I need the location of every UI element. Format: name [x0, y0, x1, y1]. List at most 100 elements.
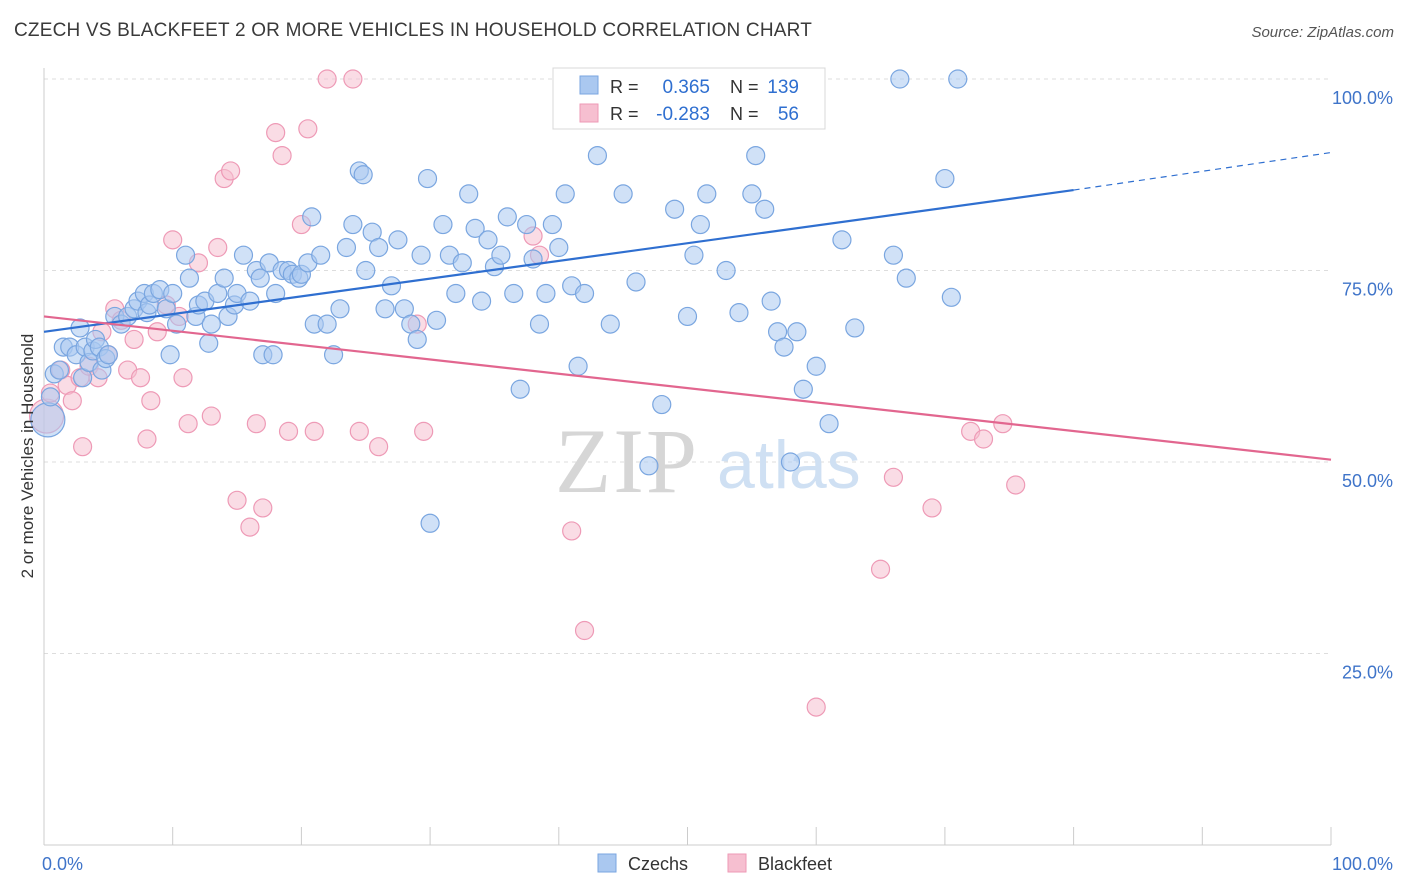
czech-point — [542, 214, 562, 235]
czech-n-label: N = — [730, 77, 759, 97]
y-tick-labels: 25.0% 50.0% 75.0% 100.0% — [1332, 88, 1393, 683]
czech-point — [40, 387, 61, 407]
blackfeet-r-label: R = — [610, 104, 639, 124]
czech-point — [214, 268, 234, 288]
blackfeet-r-value: -0.283 — [656, 104, 710, 125]
czech-point — [302, 207, 322, 227]
blackfeet-point — [240, 517, 260, 537]
y-tick-label: 100.0% — [1332, 88, 1393, 108]
blackfeet-point — [414, 421, 434, 441]
czech-point — [568, 356, 588, 376]
blackfeet-point — [73, 437, 93, 457]
blackfeet-point — [173, 368, 193, 388]
czech-point — [890, 69, 910, 89]
blackfeet-point — [227, 490, 247, 510]
czech-point — [240, 291, 260, 311]
czech-point — [896, 268, 916, 288]
czech-r-label: R = — [610, 77, 639, 97]
czech-point — [353, 165, 373, 185]
czech-point — [98, 345, 118, 365]
czech-point — [729, 303, 749, 323]
czech-point — [793, 379, 813, 399]
blackfeet-point — [870, 559, 891, 579]
source-credit: Source: ZipAtlas.com — [1251, 24, 1394, 41]
trend-lines — [43, 151, 1332, 461]
czech-swatch — [579, 75, 599, 95]
x-tick-label-max: 100.0% — [1332, 854, 1393, 874]
blackfeet-point — [130, 368, 151, 388]
y-tick-label: 50.0% — [1342, 471, 1393, 491]
czech-point — [201, 314, 221, 334]
blackfeet-point — [278, 421, 299, 441]
blackfeet-point — [253, 498, 273, 518]
czech-n-value: 139 — [767, 77, 799, 98]
czech-point — [49, 360, 70, 380]
blackfeet-point — [124, 329, 144, 350]
y-tick-label: 75.0% — [1342, 280, 1393, 300]
blackfeet-swatch — [579, 103, 599, 123]
czech-point — [433, 214, 453, 235]
x-tick-label-min: 0.0% — [42, 854, 83, 874]
blackfeet-point — [298, 119, 318, 139]
blackfeet-point — [343, 69, 363, 89]
blackfeet-point — [562, 521, 582, 541]
czech-point — [819, 414, 839, 434]
czech-point — [388, 230, 408, 250]
czech-point — [883, 245, 904, 265]
czech-point — [549, 237, 569, 258]
czech-point — [574, 283, 595, 304]
blackfeet-n-label: N = — [730, 104, 759, 124]
czech-point — [948, 69, 968, 89]
czech-trend-line — [43, 188, 1074, 333]
czech-point — [336, 237, 357, 258]
czech-point — [690, 214, 710, 235]
chart-title: CZECH VS BLACKFEET 2 OR MORE VEHICLES IN… — [14, 20, 813, 41]
czech-point — [446, 283, 466, 304]
czech-point — [761, 291, 781, 311]
czech-point — [175, 245, 196, 265]
czech-point — [465, 218, 485, 238]
czech-point — [536, 283, 556, 304]
stats-legend: R = 0.365 N = 139 R = -0.283 N = 56 — [552, 67, 826, 130]
czech-point — [166, 314, 187, 334]
blackfeet-point — [178, 414, 198, 434]
czech-point — [742, 184, 762, 204]
blackfeet-point — [272, 146, 292, 166]
czech-point — [787, 322, 807, 342]
legend-czechs-swatch — [597, 853, 617, 873]
czech-point — [665, 199, 685, 219]
czech-point — [832, 230, 852, 250]
czech-point — [491, 245, 511, 265]
czech-point — [478, 230, 498, 250]
y-axis-label: 2 or more Vehicles in Household — [18, 334, 37, 579]
czech-point — [639, 456, 659, 476]
czech-point — [774, 337, 794, 357]
blackfeet-point — [163, 230, 183, 250]
czech-point — [407, 329, 427, 350]
czech-point — [250, 268, 270, 288]
czech-point — [459, 184, 479, 204]
czech-point — [652, 394, 672, 415]
blackfeet-trend-line — [43, 315, 1332, 461]
czech-point — [369, 237, 389, 258]
czech-point — [845, 318, 865, 338]
czech-point — [452, 253, 472, 273]
czech-point — [317, 314, 337, 334]
czech-point — [411, 245, 431, 265]
blackfeet-point — [922, 498, 942, 518]
czech-point — [160, 345, 180, 365]
czech-point — [684, 245, 704, 265]
czech-point — [375, 299, 395, 319]
czech-trend-extension — [1073, 151, 1332, 191]
czech-point — [471, 291, 492, 311]
czech-point — [716, 260, 736, 281]
czech-point — [755, 199, 775, 219]
czech-point — [233, 245, 254, 265]
czech-point — [356, 260, 376, 281]
blackfeet-point — [304, 421, 324, 441]
blackfeet-point — [369, 437, 389, 457]
czech-point — [529, 314, 550, 334]
blackfeet-point — [141, 391, 161, 411]
watermark-zip: ZIP — [555, 410, 699, 512]
blackfeet-point — [147, 322, 167, 342]
